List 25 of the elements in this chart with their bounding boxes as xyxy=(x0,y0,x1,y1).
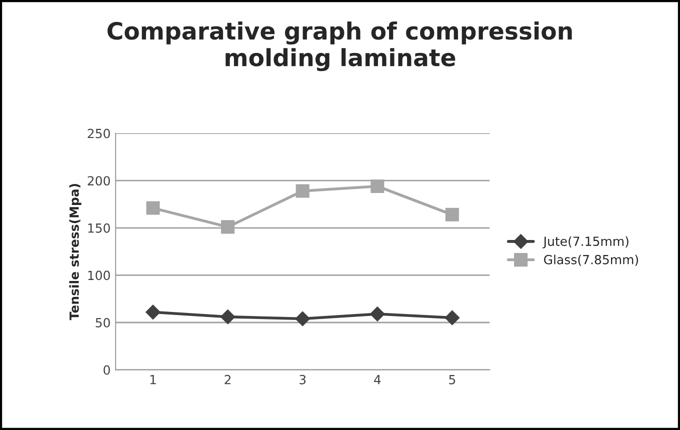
point xyxy=(221,220,235,234)
point xyxy=(146,304,160,320)
point xyxy=(444,310,460,326)
chart-title: Comparative graph of compression molding laminate xyxy=(108,22,572,72)
point xyxy=(146,201,160,215)
x-tick-label: 1 xyxy=(150,375,156,384)
legend-label: Glass(7.85mm) xyxy=(544,254,638,266)
y-tick-label: 50 xyxy=(96,318,110,328)
point xyxy=(370,180,384,194)
y-tick-label: 150 xyxy=(88,223,110,233)
point xyxy=(370,306,385,322)
x-tick-label: 3 xyxy=(300,374,306,384)
point xyxy=(445,208,459,222)
point xyxy=(220,309,236,324)
x-tick-label: 2 xyxy=(224,374,231,384)
point xyxy=(296,184,310,198)
x-tick-label: 4 xyxy=(374,375,381,384)
y-axis-title: Tensile stress(Mpa) xyxy=(69,184,82,320)
y-tick-label: 250 xyxy=(88,128,110,138)
point xyxy=(295,311,310,326)
y-tick-label: 0 xyxy=(104,365,110,375)
y-tick-label: 200 xyxy=(88,176,110,186)
y-tick-label: 100 xyxy=(88,270,110,280)
x-tick-label: 5 xyxy=(449,375,456,384)
legend-label: Jute(7.15mm) xyxy=(542,236,628,248)
